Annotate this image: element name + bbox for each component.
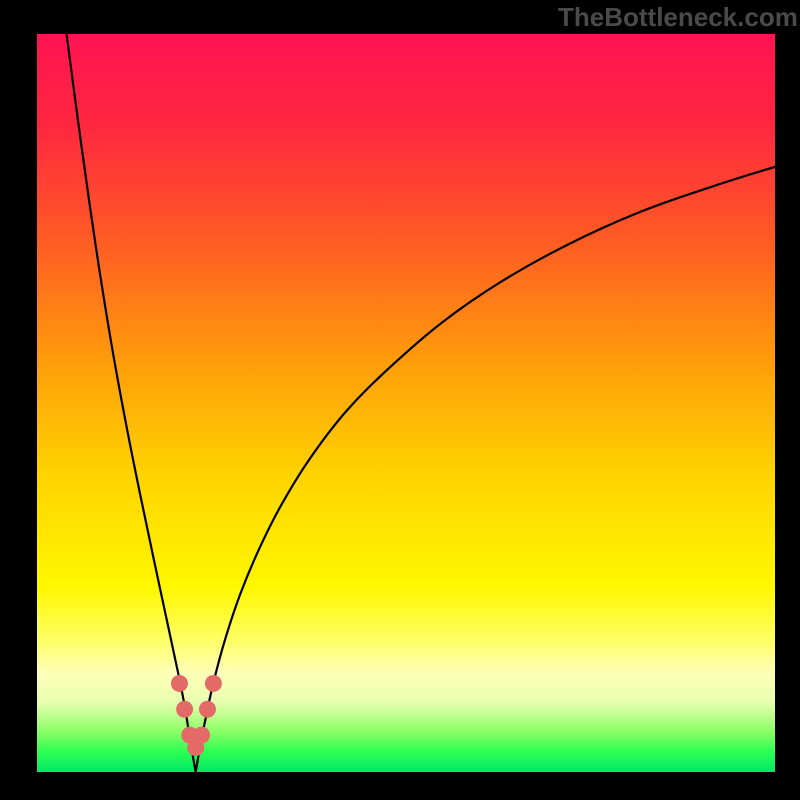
chart-frame: TheBottleneck.com <box>0 0 800 800</box>
highlight-marker <box>199 701 216 718</box>
bottleneck-curve-chart <box>0 0 800 800</box>
highlight-marker <box>176 701 193 718</box>
highlight-marker <box>205 675 222 692</box>
highlight-marker <box>171 675 188 692</box>
plot-background <box>37 34 775 772</box>
highlight-marker <box>193 727 210 744</box>
watermark-text: TheBottleneck.com <box>558 2 798 33</box>
